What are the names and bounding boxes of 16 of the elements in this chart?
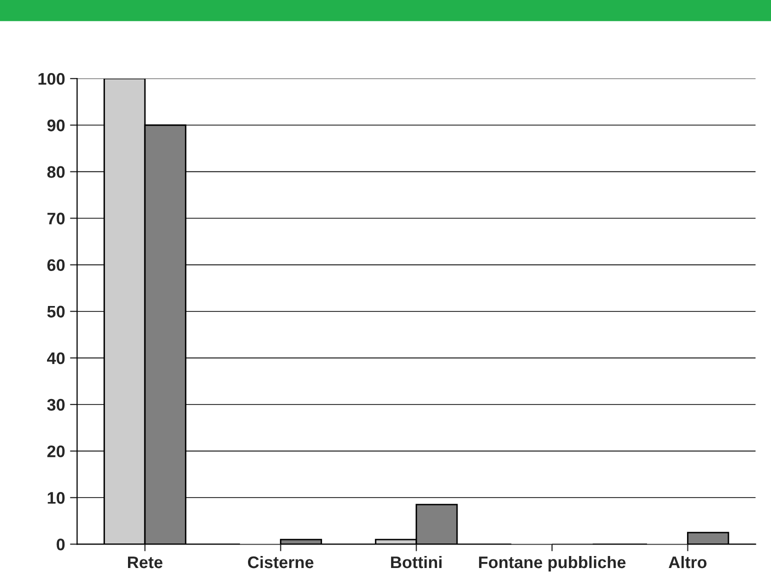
x-tick-label: Altro [668, 556, 707, 568]
y-tick-label: 90 [47, 120, 65, 132]
y-tick-label: 70 [47, 212, 65, 224]
x-tick-label: Fontane pubbliche [479, 556, 626, 572]
y-tick-label: 10 [48, 492, 65, 504]
x-tick-label: Bottini [391, 556, 442, 568]
y-tick-label: 80 [47, 166, 65, 178]
x-tick-label: Cisterne [248, 556, 314, 568]
y-tick-label: 20 [47, 445, 65, 458]
y-tick-label: 0 [56, 538, 65, 550]
y-tick-label: 30 [47, 398, 65, 411]
y-tick-label: 50 [47, 306, 65, 318]
x-tick-label: Rete [128, 556, 162, 568]
y-tick-label: 60 [47, 259, 65, 272]
y-tick-label: 100 [38, 72, 65, 85]
y-tick-label: 40 [47, 352, 65, 364]
